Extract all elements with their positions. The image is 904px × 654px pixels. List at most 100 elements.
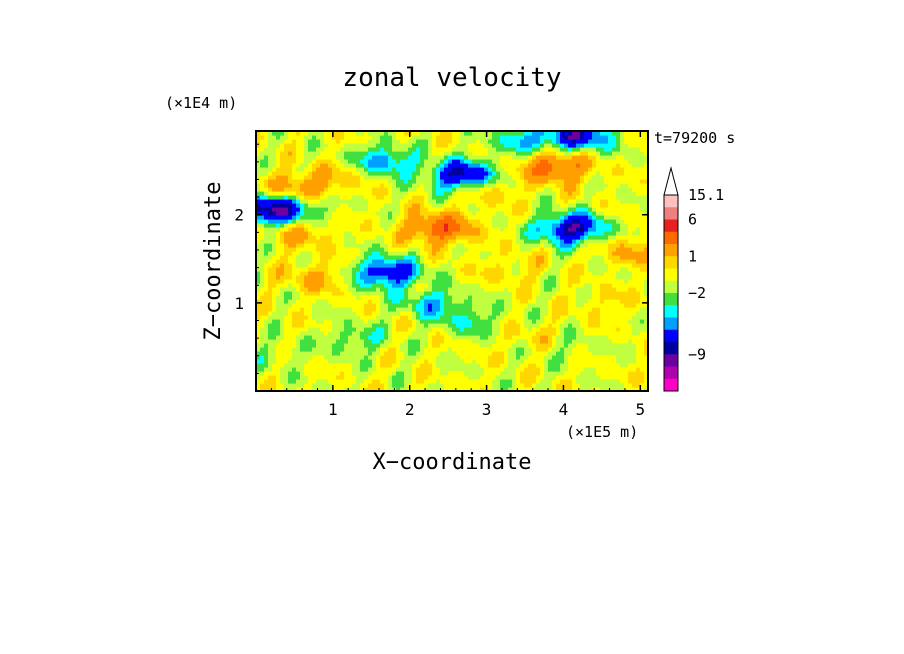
field-cell: [284, 247, 289, 252]
field-cell: [464, 319, 469, 324]
field-cell: [500, 307, 505, 312]
field-cell: [264, 371, 269, 376]
field-cell: [460, 255, 465, 260]
field-cell: [340, 247, 345, 252]
field-cell: [336, 199, 341, 204]
field-cell: [268, 227, 273, 232]
field-cell: [436, 251, 441, 256]
field-cell: [492, 131, 497, 136]
field-cell: [460, 143, 465, 148]
field-cell: [316, 223, 321, 228]
field-cell: [468, 243, 473, 248]
field-cell: [276, 371, 281, 376]
field-cell: [312, 291, 317, 296]
field-cell: [488, 155, 493, 160]
field-cell: [424, 143, 429, 148]
field-cell: [280, 331, 285, 336]
field-cell: [544, 215, 549, 220]
field-cell: [544, 231, 549, 236]
field-cell: [296, 255, 301, 260]
field-cell: [408, 259, 413, 264]
field-cell: [256, 343, 261, 348]
field-cell: [300, 299, 305, 304]
field-cell: [524, 287, 529, 292]
field-cell: [300, 171, 305, 176]
field-cell: [280, 147, 285, 152]
field-cell: [280, 251, 285, 256]
field-cell: [432, 159, 437, 164]
field-cell: [428, 235, 433, 240]
field-cell: [412, 239, 417, 244]
field-cell: [260, 231, 265, 236]
field-cell: [540, 239, 545, 244]
field-cell: [428, 199, 433, 204]
field-cell: [484, 315, 489, 320]
field-cell: [264, 211, 269, 216]
field-cell: [552, 211, 557, 216]
field-cell: [328, 339, 333, 344]
field-cell: [320, 359, 325, 364]
field-cell: [404, 211, 409, 216]
field-cell: [440, 279, 445, 284]
field-cell: [400, 291, 405, 296]
field-cell: [484, 255, 489, 260]
field-cell: [428, 179, 433, 184]
field-cell: [440, 319, 445, 324]
field-cell: [476, 139, 481, 144]
field-cell: [340, 279, 345, 284]
field-cell: [460, 171, 465, 176]
field-cell: [328, 215, 333, 220]
field-cell: [556, 231, 561, 236]
field-cell: [256, 323, 261, 328]
field-cell: [328, 259, 333, 264]
field-cell: [532, 323, 537, 328]
field-cell: [548, 323, 553, 328]
field-cell: [512, 347, 517, 352]
field-cell: [520, 187, 525, 192]
field-cell: [288, 323, 293, 328]
field-cell: [432, 331, 437, 336]
field-cell: [560, 175, 565, 180]
field-cell: [340, 215, 345, 220]
field-cell: [320, 327, 325, 332]
field-cell: [340, 291, 345, 296]
field-cell: [560, 183, 565, 188]
field-cell: [420, 243, 425, 248]
field-cell: [340, 135, 345, 140]
field-cell: [540, 231, 545, 236]
field-cell: [432, 295, 437, 300]
field-cell: [348, 147, 353, 152]
field-cell: [472, 303, 477, 308]
field-cell: [432, 267, 437, 272]
field-cell: [552, 351, 557, 356]
field-cell: [468, 219, 473, 224]
field-cell: [528, 339, 533, 344]
field-cell: [424, 267, 429, 272]
field-cell: [516, 319, 521, 324]
field-cell: [284, 367, 289, 372]
field-cell: [416, 251, 421, 256]
field-cell: [272, 259, 277, 264]
field-cell: [488, 283, 493, 288]
field-cell: [272, 239, 277, 244]
field-cell: [508, 191, 513, 196]
field-cell: [508, 263, 513, 268]
field-cell: [388, 363, 393, 368]
field-cell: [348, 359, 353, 364]
field-cell: [408, 135, 413, 140]
field-cell: [260, 343, 265, 348]
field-cell: [524, 283, 529, 288]
field-cell: [440, 171, 445, 176]
field-cell: [424, 291, 429, 296]
field-cell: [396, 299, 401, 304]
field-cell: [516, 207, 521, 212]
field-cell: [476, 211, 481, 216]
field-cell: [336, 207, 341, 212]
field-cell: [460, 239, 465, 244]
field-cell: [400, 131, 405, 136]
field-cell: [384, 279, 389, 284]
field-cell: [556, 171, 561, 176]
field-cell: [464, 187, 469, 192]
field-cell: [468, 323, 473, 328]
